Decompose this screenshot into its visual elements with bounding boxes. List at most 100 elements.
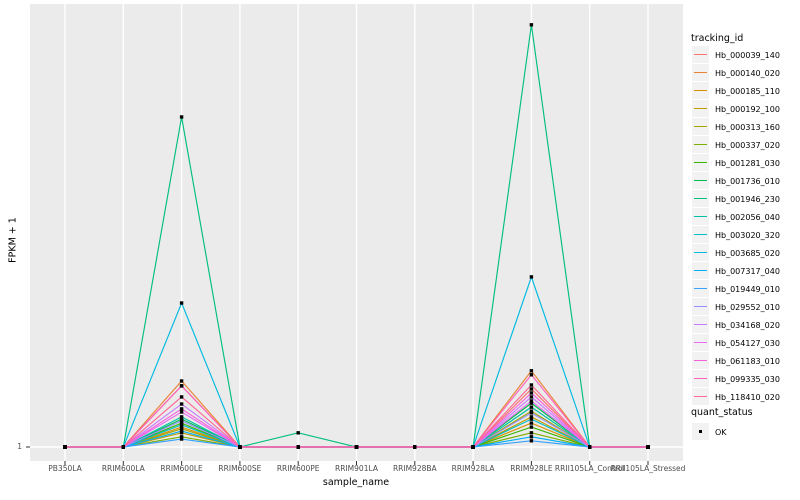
data-point-marker [179, 384, 184, 388]
legend-line-icon [694, 53, 707, 56]
data-point-marker [179, 427, 184, 431]
data-point-marker [179, 417, 184, 421]
legend-key-swatch [692, 334, 709, 351]
data-point-marker [529, 411, 534, 415]
legend-line-icon [694, 143, 707, 146]
legend-label-Hb_054127_030: Hb_054127_030 [715, 338, 780, 348]
data-point-marker [179, 407, 184, 411]
legend-label-ok: OK [715, 427, 727, 437]
data-point-marker [529, 435, 534, 439]
legend-label-Hb_001281_030: Hb_001281_030 [715, 158, 780, 168]
legend-label-Hb_099335_030: Hb_099335_030 [715, 374, 780, 384]
data-point-marker [179, 423, 184, 427]
legend-line-icon [694, 287, 707, 290]
data-point-marker [179, 410, 184, 414]
legend-line-icon [694, 323, 707, 326]
data-point-marker [529, 399, 534, 403]
legend-label-Hb_118410_020: Hb_118410_020 [715, 392, 780, 402]
x-tick-label-RRIM600SE: RRIM600SE [218, 464, 262, 473]
x-tick-label-RRIM600LA: RRIM600LA [101, 464, 145, 473]
legend-key-swatch [692, 388, 709, 405]
data-point-marker [471, 445, 475, 449]
legend-line-icon [694, 233, 707, 236]
ok-square-marker-icon [698, 429, 703, 434]
legend-key-swatch [692, 262, 709, 279]
legend-label-Hb_061183_010: Hb_061183_010 [715, 356, 780, 366]
legend-label-Hb_007317_040: Hb_007317_040 [715, 266, 780, 276]
legend-label-Hb_001946_230: Hb_001946_230 [715, 194, 780, 204]
legend-label-Hb_003020_320: Hb_003020_320 [715, 230, 780, 240]
legend-line-icon [694, 395, 707, 398]
data-point-marker [179, 431, 184, 435]
legend-key-swatch [692, 208, 709, 225]
data-point-marker [179, 115, 184, 119]
x-tick-label-RRIM600PE: RRIM600PE [276, 464, 320, 473]
data-point-marker [179, 379, 184, 383]
data-point-marker [179, 419, 184, 423]
x-tick-label-RRIM901LA: RRIM901LA [335, 464, 378, 473]
x-tick-label-RRII105LA_Stressed: RRII105LA_Stressed [610, 464, 686, 473]
legend-title-tracking-id: tracking_id [691, 33, 744, 44]
x-tick-label-RRIM928BA: RRIM928BA [392, 464, 437, 473]
legend-line-icon [694, 89, 707, 92]
data-point-marker [179, 429, 184, 433]
legend-key-swatch [692, 298, 709, 315]
data-point-marker [529, 275, 534, 279]
legend-line-icon [694, 71, 707, 74]
legend-key-swatch [692, 280, 709, 297]
data-point-marker [529, 417, 534, 421]
legend-label-Hb_000192_100: Hb_000192_100 [715, 104, 780, 114]
legend-label-Hb_001736_010: Hb_001736_010 [715, 176, 780, 186]
data-point-marker [529, 415, 534, 419]
y-axis-title: FPKM + 1 [7, 217, 19, 263]
legend-label-Hb_000337_020: Hb_000337_020 [715, 140, 780, 150]
data-point-marker [646, 445, 650, 449]
data-point-marker [63, 445, 67, 449]
legend-line-icon [694, 359, 707, 362]
legend-key-swatch [692, 352, 709, 369]
legend-label-Hb_019449_010: Hb_019449_010 [715, 284, 780, 294]
data-point-marker [529, 373, 534, 377]
data-point-marker [179, 415, 184, 419]
data-point-marker [529, 439, 534, 443]
data-point-marker [529, 421, 534, 425]
y-tick-label: 1 [17, 442, 22, 451]
legend-line-icon [694, 305, 707, 308]
legend-line-icon [694, 125, 707, 128]
data-point-marker [179, 395, 184, 399]
data-point-marker [529, 387, 534, 391]
legend-key-swatch [692, 226, 709, 243]
data-point-marker [529, 401, 534, 405]
data-point-marker [529, 409, 534, 413]
data-point-marker [179, 402, 184, 406]
legend-line-icon [694, 215, 707, 218]
legend-key-swatch [692, 46, 709, 63]
data-point-marker [179, 437, 184, 441]
legend-key-ok [692, 423, 709, 440]
data-point-marker [121, 445, 125, 449]
legend-key-swatch [692, 154, 709, 171]
x-tick-label-RRIM600LE: RRIM600LE [160, 464, 203, 473]
data-point-marker [588, 445, 592, 449]
legend-key-swatch [692, 190, 709, 207]
x-tick-label-RRIM928LA: RRIM928LA [451, 464, 495, 473]
legend-line-icon [694, 179, 707, 182]
data-point-marker [179, 421, 184, 425]
legend-key-swatch [692, 118, 709, 135]
legend-label-Hb_000140_020: Hb_000140_020 [715, 68, 780, 78]
legend-key-swatch [692, 64, 709, 81]
legend-key-swatch [692, 100, 709, 117]
data-point-marker [179, 425, 184, 429]
data-point-marker [529, 391, 534, 395]
data-point-marker [296, 431, 300, 435]
legend-label-Hb_003685_020: Hb_003685_020 [715, 248, 780, 258]
x-tick-label-RRII105LA_Control: RRII105LA_Control [554, 464, 625, 473]
legend-line-icon [694, 251, 707, 254]
legend-line-icon [694, 269, 707, 272]
legend-line-icon [694, 341, 707, 344]
data-point-marker [238, 445, 242, 449]
legend-label-Hb_000185_110: Hb_000185_110 [715, 86, 780, 96]
data-point-marker [529, 23, 534, 27]
